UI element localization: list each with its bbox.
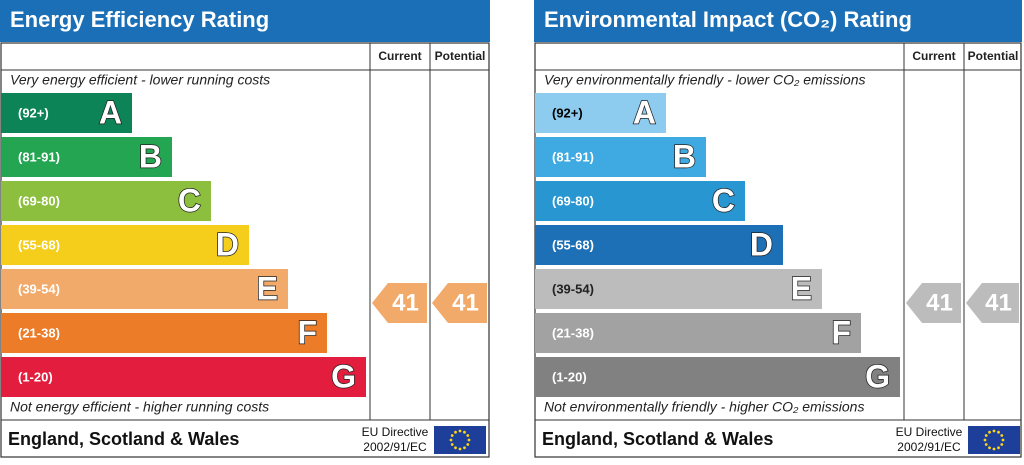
rating-band — [1, 313, 327, 353]
band-letter: F — [297, 314, 317, 350]
top-note: Very environmentally friendly - lower CO… — [544, 72, 865, 88]
rating-panel: Energy Efficiency Rating Current Potential… — [0, 0, 490, 458]
eu-star — [463, 430, 466, 434]
eu-star — [997, 446, 1000, 450]
rating-band — [1, 93, 132, 133]
eu-star — [466, 443, 470, 446]
rating-score: 41 — [452, 289, 479, 316]
eu-star — [983, 438, 987, 442]
rating-band — [1, 137, 172, 177]
column-header: Potential — [968, 49, 1019, 63]
band-range: (69-80) — [18, 193, 60, 208]
bottom-note: Not energy efficient - higher running co… — [10, 399, 269, 415]
band-letter: B — [673, 138, 696, 174]
eu-star — [1001, 438, 1005, 442]
rating-score: 41 — [926, 289, 953, 316]
eu-star — [997, 430, 1000, 434]
band-range: (21-38) — [18, 325, 60, 340]
eu-star — [458, 447, 462, 451]
band-range: (21-38) — [552, 325, 594, 340]
band-letter: C — [712, 182, 735, 218]
band-letter: C — [178, 182, 201, 218]
directive: EU Directive — [896, 425, 963, 439]
band-range: (55-68) — [18, 237, 60, 252]
eu-star — [463, 446, 466, 450]
rating-band — [535, 137, 706, 177]
eu-star — [992, 447, 996, 451]
band-letter: D — [750, 226, 773, 262]
band-letter: A — [633, 94, 656, 130]
panel-title: Environmental Impact (CO₂) Rating — [544, 7, 912, 32]
band-range: (39-54) — [18, 281, 60, 296]
region: England, Scotland & Wales — [8, 429, 239, 449]
band-letter: G — [865, 358, 890, 394]
band-range: (39-54) — [552, 281, 594, 296]
eu-star — [458, 429, 462, 433]
eu-star — [1000, 434, 1004, 437]
band-range: (81-91) — [18, 149, 60, 164]
eu-star — [454, 430, 457, 434]
column-header: Potential — [435, 49, 486, 63]
rating-arrow — [906, 283, 961, 323]
column-header: Current — [378, 49, 421, 63]
band-letter: F — [831, 314, 851, 350]
panel-title: Energy Efficiency Rating — [10, 7, 269, 32]
eu-star — [984, 443, 988, 446]
rating-band — [1, 225, 249, 265]
eu-star — [467, 438, 471, 442]
rating-band — [1, 269, 288, 309]
band-letter: E — [791, 270, 812, 306]
rating-arrow — [966, 283, 1019, 323]
rating-band — [1, 357, 366, 397]
title-bar — [0, 0, 490, 42]
column-header: Current — [912, 49, 955, 63]
eu-star — [988, 446, 991, 450]
band-range: (92+) — [552, 105, 583, 120]
rating-band — [535, 225, 783, 265]
directive-number: 2002/91/EC — [897, 440, 961, 454]
eu-star — [450, 434, 454, 437]
rating-band — [535, 269, 822, 309]
band-range: (92+) — [18, 105, 49, 120]
eu-star — [1000, 443, 1004, 446]
eu-star — [454, 446, 457, 450]
band-range: (1-20) — [552, 369, 587, 384]
rating-panel: Environmental Impact (CO₂) Rating Current… — [534, 0, 1022, 458]
band-letter: E — [257, 270, 278, 306]
rating-band — [535, 313, 861, 353]
rating-band — [535, 93, 666, 133]
eu-star — [450, 443, 454, 446]
directive: EU Directive — [362, 425, 429, 439]
band-range: (1-20) — [18, 369, 53, 384]
rating-score: 41 — [985, 289, 1012, 316]
band-range: (69-80) — [552, 193, 594, 208]
directive-number: 2002/91/EC — [363, 440, 427, 454]
band-range: (55-68) — [552, 237, 594, 252]
band-letter: B — [139, 138, 162, 174]
top-note: Very energy efficient - lower running co… — [10, 72, 270, 88]
rating-arrow — [372, 283, 427, 323]
eu-star — [466, 434, 470, 437]
band-range: (81-91) — [552, 149, 594, 164]
bottom-note: Not environmentally friendly - higher CO… — [544, 399, 864, 415]
band-letter: A — [99, 94, 122, 130]
eu-star — [984, 434, 988, 437]
rating-band — [535, 357, 900, 397]
rating-arrow — [432, 283, 487, 323]
rating-band — [1, 181, 211, 221]
eu-star — [988, 430, 991, 434]
band-letter: G — [331, 358, 356, 394]
eu-star — [449, 438, 453, 442]
band-letter: D — [216, 226, 239, 262]
eu-star — [992, 429, 996, 433]
title-bar — [534, 0, 1022, 42]
rating-band — [535, 181, 745, 221]
rating-score: 41 — [392, 289, 419, 316]
region: England, Scotland & Wales — [542, 429, 773, 449]
